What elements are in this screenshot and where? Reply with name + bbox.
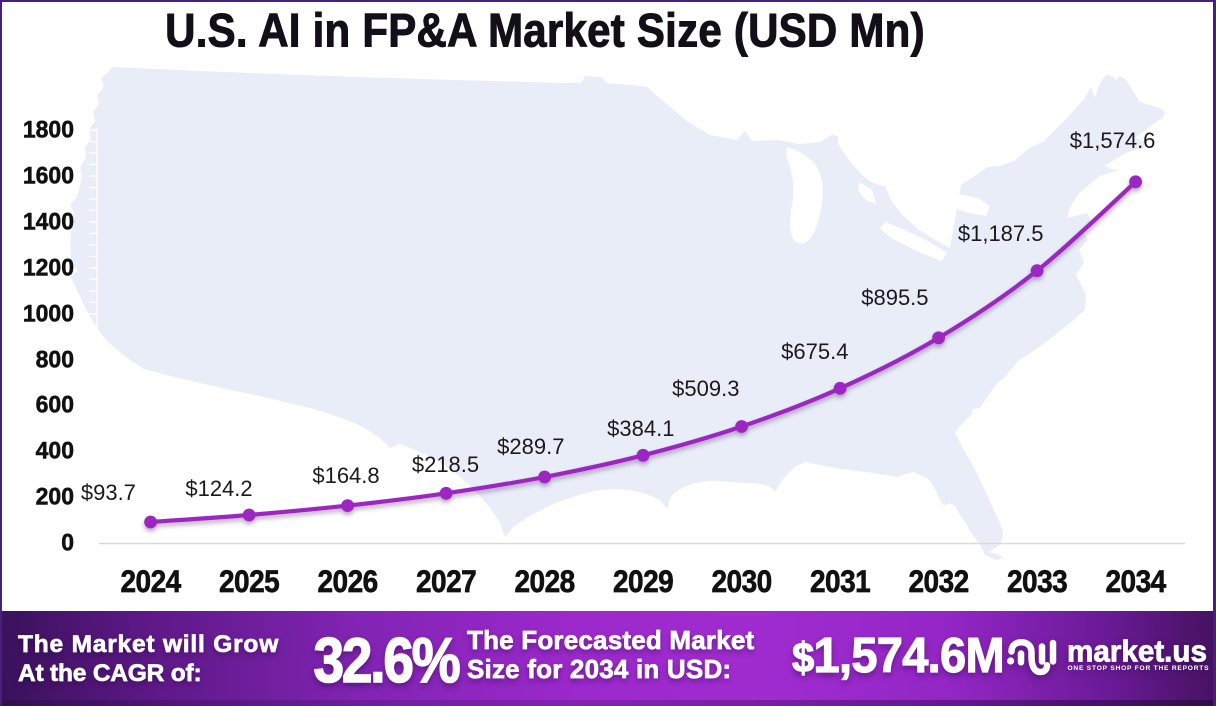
svg-text:ONE STOP SHOP FOR THE REPORTS: ONE STOP SHOP FOR THE REPORTS <box>1068 665 1210 672</box>
svg-text:market.us: market.us <box>1067 634 1207 669</box>
